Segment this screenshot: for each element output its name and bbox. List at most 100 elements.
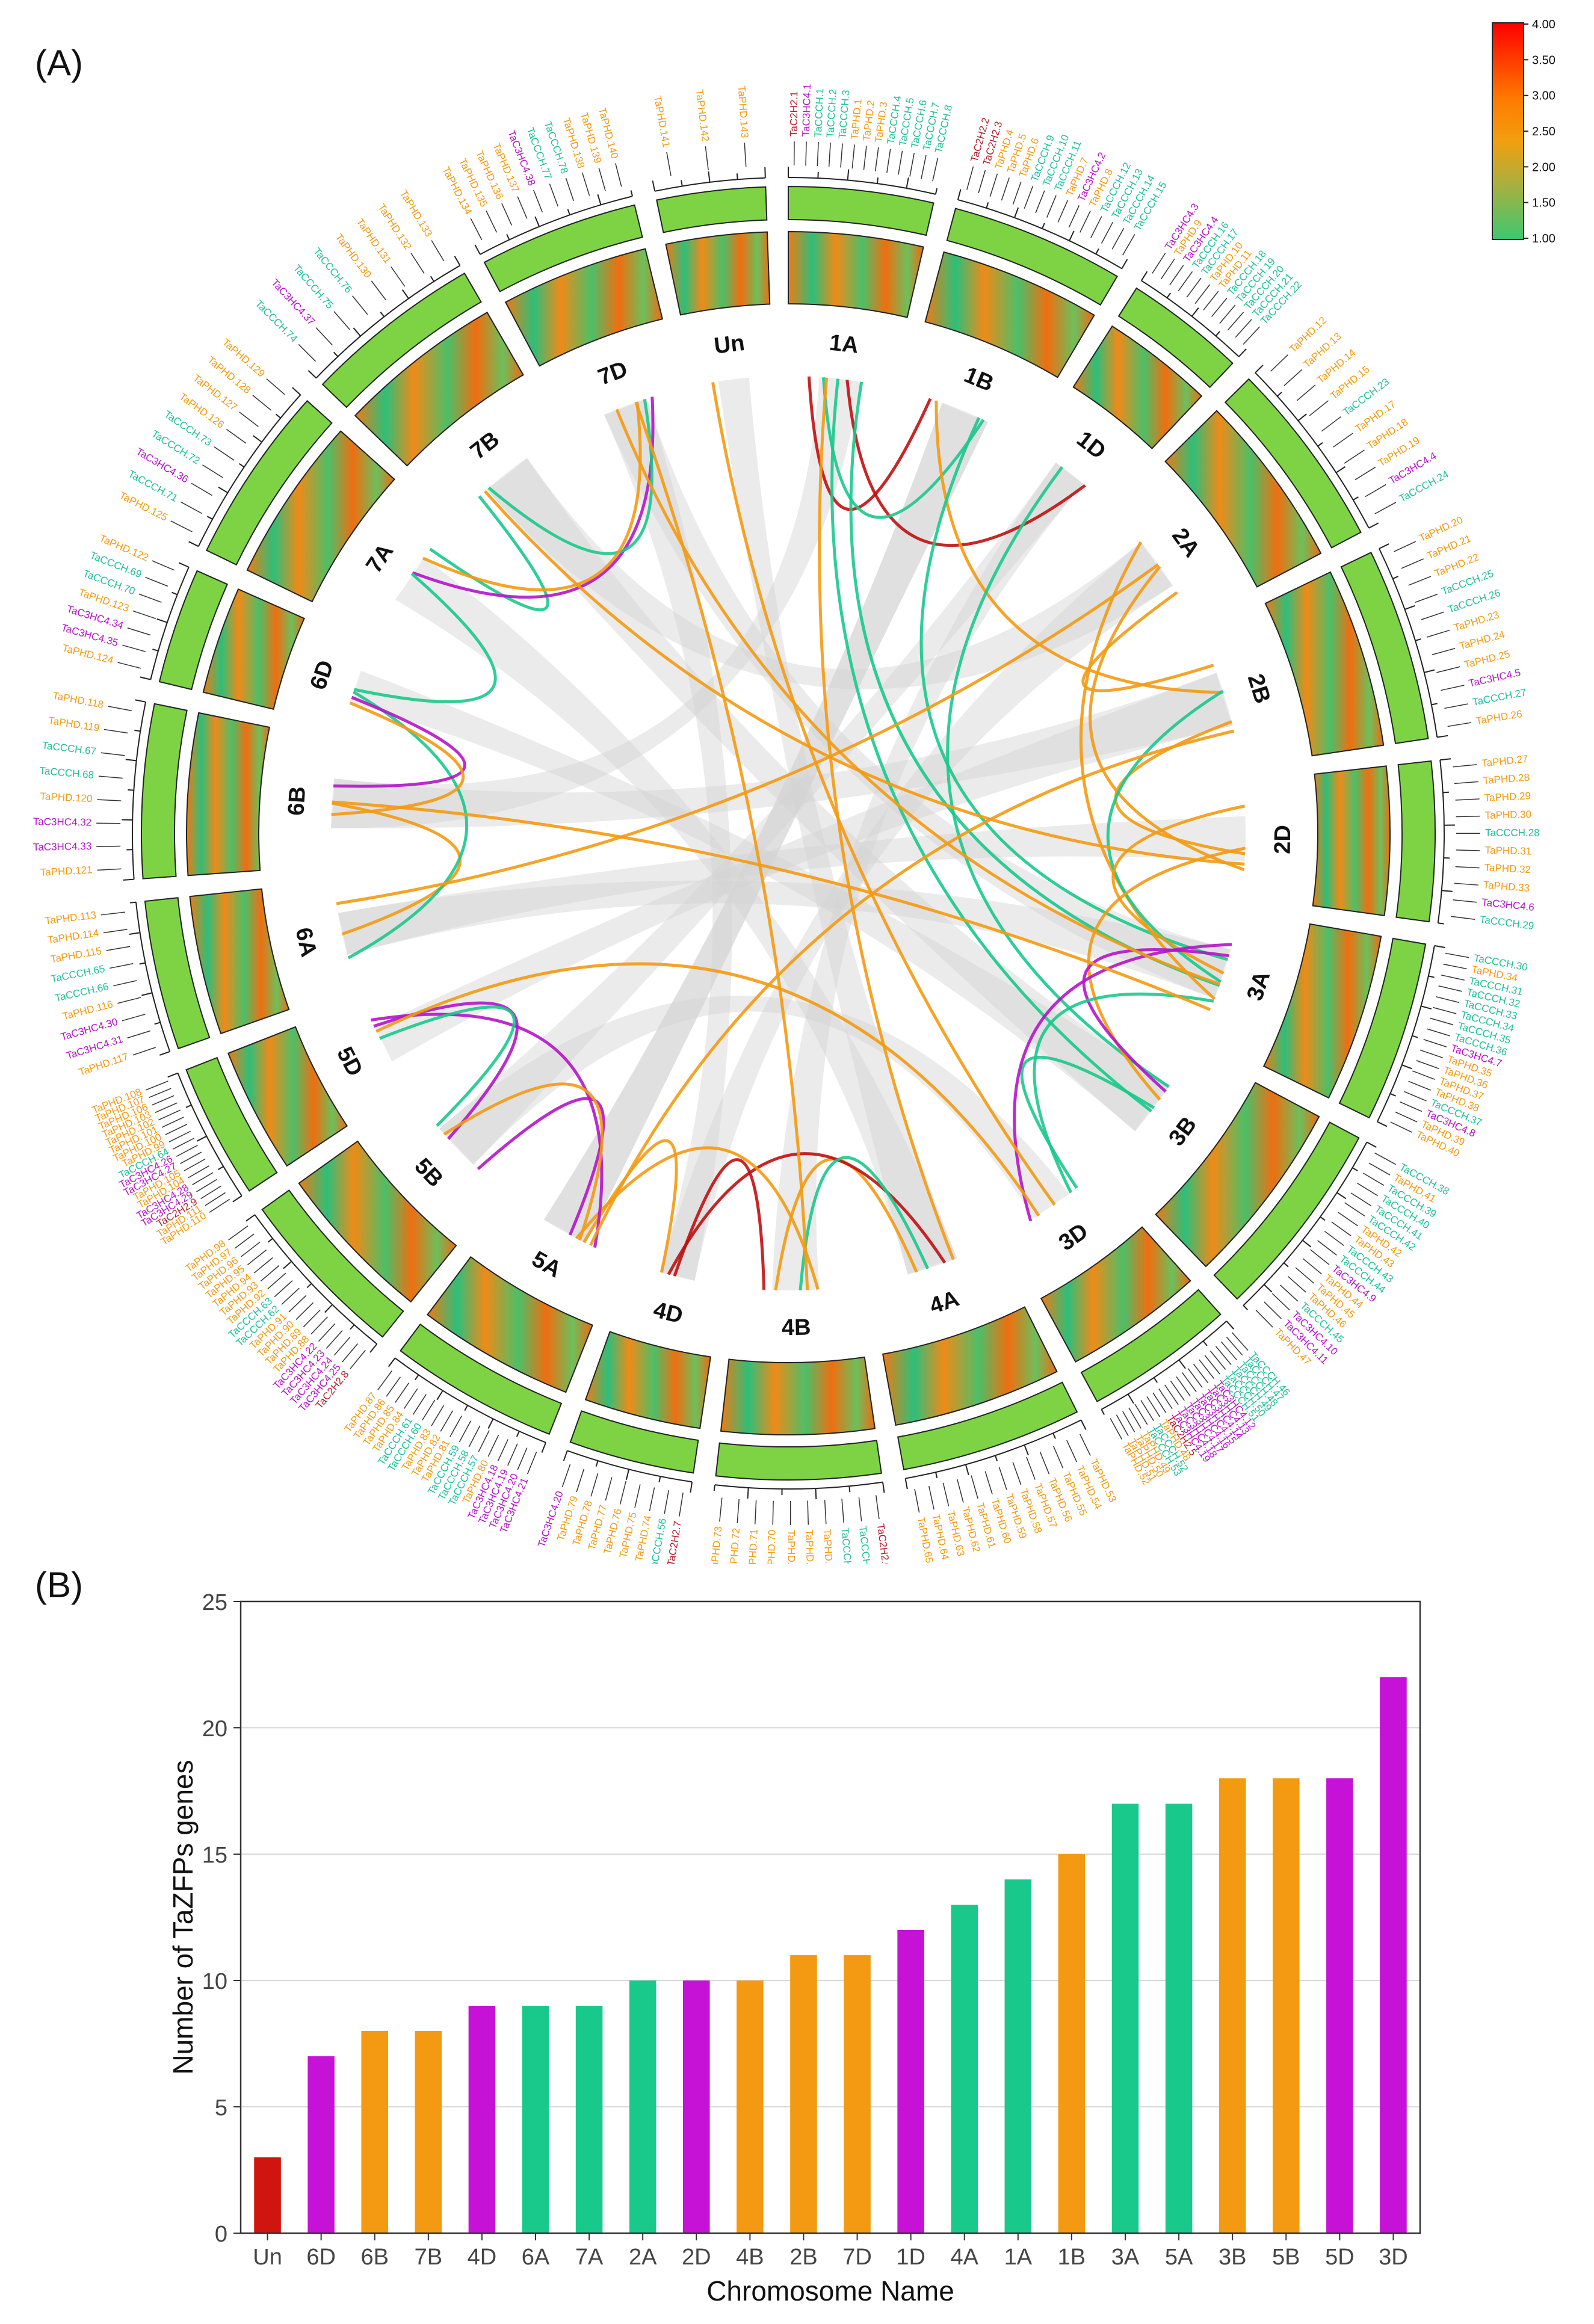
gene-tick: [1451, 916, 1475, 919]
axis-tick: [1367, 1142, 1376, 1147]
expression-heatmap-track: [666, 232, 770, 315]
y-tick-label: 20: [202, 1716, 227, 1742]
gene-tick: [1357, 1183, 1377, 1196]
gene-tick: [635, 1484, 640, 1508]
gene-tick: [1415, 594, 1438, 603]
gene-tick: [469, 1426, 480, 1447]
gene-tick: [1443, 964, 1466, 969]
gene-tick: [1454, 883, 1478, 885]
gene-tick: [990, 174, 997, 197]
chromosome-label: 3D: [1054, 1218, 1093, 1256]
gene-tick: [910, 153, 914, 176]
gene-tick: [1369, 1163, 1390, 1175]
gene-tick: [122, 645, 145, 652]
gene-tick: [488, 1435, 498, 1456]
gene-tick: [1409, 1081, 1431, 1090]
axis-tick: [816, 1488, 817, 1499]
gene-tick: [1444, 704, 1468, 708]
gene-tick: [1069, 206, 1080, 227]
axis-tick: [168, 1073, 178, 1077]
gene-label: TaC2H2.1: [788, 91, 800, 137]
gene-tick: [1355, 467, 1376, 479]
axis-tick: [325, 1305, 333, 1313]
y-tick-label: 5: [215, 2095, 227, 2121]
gene-tick: [391, 267, 405, 286]
chromosome-label: 6D: [306, 657, 339, 692]
bar-6B: [361, 2031, 388, 2233]
gene-tick: [1165, 1385, 1179, 1405]
gene-tick: [1421, 612, 1444, 620]
axis-tick: [186, 1105, 191, 1108]
gene-tick: [1351, 1193, 1371, 1206]
gene-label: TaPHD.27: [1481, 753, 1528, 769]
bar-3B: [1219, 1778, 1246, 2233]
gene-tick: [162, 1117, 184, 1127]
gene-tick: [1441, 975, 1465, 980]
gene-tick: [326, 1331, 342, 1349]
axis-tick: [239, 464, 244, 467]
axis-tick: [159, 1052, 170, 1055]
axis-tick: [415, 1375, 419, 1379]
axis-tick: [465, 1405, 468, 1411]
gene-tick: [97, 800, 121, 801]
axis-tick: [475, 245, 480, 254]
gene-tick: [1040, 1452, 1049, 1474]
gene-label: TaCCCH.29: [1479, 914, 1534, 932]
gene-label: TaC3HC4.33: [33, 840, 92, 853]
gene-tick: [517, 1448, 527, 1470]
gene-tick: [1288, 1277, 1306, 1293]
gene-tick: [1454, 781, 1478, 783]
gene-label: TaCCCH.1: [812, 88, 826, 137]
x-tick-label: 3B: [1219, 2245, 1246, 2270]
x-tick-label: 7D: [842, 2245, 872, 2270]
gene-tick: [863, 146, 867, 170]
chromosome-label: 1D: [1072, 427, 1110, 464]
gene-tick: [411, 253, 424, 274]
gene-tick: [303, 1310, 320, 1327]
gene-tick: [146, 578, 168, 587]
bar-1A: [1005, 1879, 1032, 2233]
chromosome-ideogram: [141, 704, 187, 879]
gene-label: TaPHD.120: [40, 791, 93, 804]
colorbar-tick-label: 3.00: [1532, 90, 1555, 103]
axis-tick: [1179, 1360, 1185, 1368]
gene-tick: [113, 981, 137, 986]
gene-tick: [1456, 850, 1480, 851]
gene-tick: [316, 327, 332, 345]
gene-tick: [1309, 401, 1328, 416]
chromosome-ideogram: [1396, 761, 1435, 922]
axis-tick: [130, 902, 136, 903]
gene-tick: [1441, 685, 1464, 691]
gene-tick: [999, 1467, 1007, 1490]
gene-tick: [239, 412, 259, 427]
x-tick-label: 4D: [468, 2245, 497, 2270]
colorbar-tick-label: 1.00: [1532, 232, 1555, 245]
axis-tick: [1298, 414, 1306, 421]
bar-1B: [1058, 1854, 1086, 2233]
gene-label: TaPHD.33: [1483, 879, 1530, 894]
axis-tick: [1369, 523, 1379, 528]
gene-tick: [1416, 1061, 1439, 1069]
gene-tick: [720, 1498, 722, 1522]
axis-tick: [1353, 497, 1359, 500]
gene-tick: [1170, 1381, 1184, 1401]
gene-tick: [1311, 1250, 1329, 1265]
gene-tick: [1401, 559, 1424, 569]
gene-tick: [1400, 1102, 1422, 1111]
axis-tick: [906, 177, 908, 188]
gene-tick: [1363, 1173, 1383, 1185]
gene-tick: [1013, 182, 1021, 205]
axis-tick: [966, 1464, 969, 1475]
axis-tick: [542, 1443, 546, 1453]
axis-tick: [986, 202, 988, 208]
axis-tick: [1141, 271, 1148, 280]
gene-tick: [829, 143, 830, 167]
axis-tick: [1239, 349, 1246, 357]
colorbar-tick-label: 1.50: [1532, 197, 1555, 210]
axis-tick: [1096, 248, 1099, 254]
axis-tick: [353, 328, 360, 336]
gene-tick: [1170, 265, 1184, 285]
axis-tick: [1101, 1410, 1104, 1415]
